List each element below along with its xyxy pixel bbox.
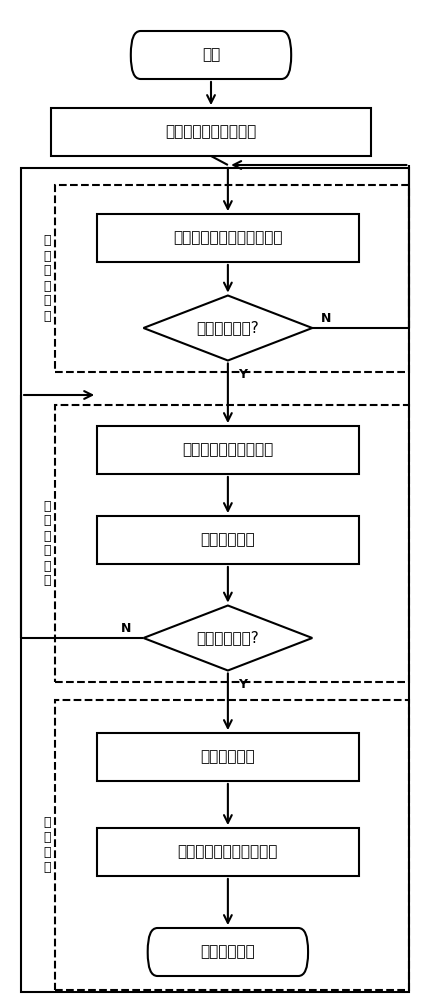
Text: 整套装置复归: 整套装置复归 — [200, 944, 255, 960]
Polygon shape — [143, 296, 312, 360]
Text: 存储瞬态油压、应变数据: 存储瞬态油压、应变数据 — [178, 844, 278, 859]
Bar — [21, 168, 409, 992]
FancyBboxPatch shape — [148, 928, 308, 976]
Text: 开始: 开始 — [202, 47, 220, 62]
Text: 是否塑性形变?: 是否塑性形变? — [197, 631, 259, 646]
Text: 读取油室顶部实时油压信息: 读取油室顶部实时油压信息 — [173, 231, 283, 245]
Bar — [97, 516, 359, 564]
Text: 保护是否启动?: 保护是否启动? — [197, 320, 259, 336]
Text: 读取参数与门槛值信息: 读取参数与门槛值信息 — [165, 124, 257, 139]
Bar — [55, 405, 409, 682]
Text: 油
压
启
动
单
元: 油 压 启 动 单 元 — [43, 234, 51, 322]
Text: Y: Y — [238, 678, 247, 692]
Polygon shape — [143, 606, 312, 670]
Bar — [97, 733, 359, 781]
Text: 应
变
保
护
单
元: 应 变 保 护 单 元 — [43, 499, 51, 587]
FancyBboxPatch shape — [131, 31, 291, 79]
Text: N: N — [120, 621, 131, 635]
Text: Y: Y — [238, 368, 247, 381]
Bar — [51, 108, 371, 156]
Bar — [97, 828, 359, 876]
Text: N: N — [321, 312, 331, 324]
Bar — [97, 214, 359, 262]
Text: 应变保护判据: 应变保护判据 — [200, 532, 255, 548]
Text: 读取顶盖实时应变信息: 读取顶盖实时应变信息 — [182, 442, 273, 458]
Bar — [55, 185, 409, 372]
Text: 跳
闸
单
元: 跳 闸 单 元 — [43, 816, 51, 874]
Text: 发出跳闸信号: 发出跳闸信号 — [200, 750, 255, 764]
Bar — [97, 426, 359, 474]
Bar — [55, 700, 409, 990]
